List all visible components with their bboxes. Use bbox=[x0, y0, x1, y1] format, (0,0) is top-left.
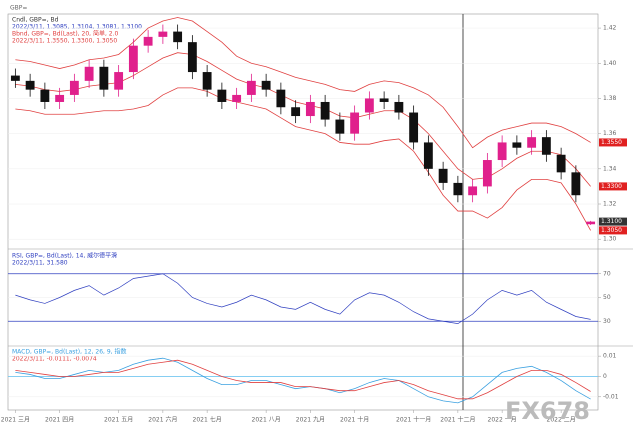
price-marker-label: 1.3300 bbox=[601, 183, 622, 190]
candle-body bbox=[409, 112, 419, 143]
candle-body bbox=[173, 31, 183, 43]
candle-body bbox=[69, 80, 79, 95]
x-tick-label: 2021 七月 bbox=[193, 416, 222, 424]
candle-body bbox=[586, 221, 596, 225]
y-tick-label: 1.36 bbox=[603, 130, 617, 137]
legend-line: 2022/3/11, 31.580 bbox=[12, 260, 68, 267]
x-tick-label: 2021 三月 bbox=[1, 417, 30, 424]
candle-body bbox=[158, 31, 168, 37]
y-tick-label: 1.30 bbox=[603, 236, 617, 243]
candle-body bbox=[541, 137, 551, 155]
price-marker-label: 1.3100 bbox=[601, 218, 622, 225]
x-tick-label: 2022 一月 bbox=[488, 417, 517, 424]
candle-body bbox=[55, 94, 65, 102]
candle-body bbox=[202, 72, 212, 90]
y-tick-label: 30 bbox=[603, 318, 611, 325]
candle-body bbox=[99, 66, 109, 90]
candle-body bbox=[232, 94, 242, 102]
y-tick-label: 1.34 bbox=[603, 165, 617, 172]
candle-body bbox=[379, 98, 389, 102]
y-tick-label: 70 bbox=[603, 270, 611, 277]
x-tick-label: 2021 九月 bbox=[296, 416, 325, 424]
x-tick-label: 2021 八月 bbox=[252, 417, 281, 424]
y-tick-label: 1.40 bbox=[603, 60, 617, 67]
legend-line: 2022/3/11, 1.3550, 1.3300, 1.3050 bbox=[12, 38, 117, 45]
y-tick-label: 1.38 bbox=[603, 95, 617, 102]
legend-line: Bbnd, GBP=, Bd(Last), 20, 简单, 2.0 bbox=[12, 30, 118, 38]
legend-line: MACD, GBP=, Bd(Last), 12, 26, 9, 指数 bbox=[12, 348, 126, 356]
candle-body bbox=[364, 98, 374, 113]
legend-line: RSI, GBP=, Bd(Last), 14, 威尔德平滑 bbox=[12, 252, 117, 260]
x-tick-label: 2021 十月 bbox=[340, 416, 369, 424]
y-tick-label: -0.01 bbox=[603, 393, 619, 400]
candle-body bbox=[335, 119, 345, 134]
candle-body bbox=[453, 182, 463, 196]
candle-body bbox=[571, 172, 581, 196]
band-middle bbox=[15, 52, 591, 187]
legend-line: Cndl, GBP=, Bd bbox=[12, 17, 59, 24]
candle-body bbox=[128, 45, 138, 73]
candle-body bbox=[423, 142, 433, 169]
candle-body bbox=[10, 75, 20, 81]
x-tick-label: 2021 六月 bbox=[148, 416, 177, 424]
candle-body bbox=[143, 36, 153, 46]
macd-line bbox=[15, 359, 591, 400]
candle-body bbox=[438, 168, 448, 183]
candle-body bbox=[114, 72, 124, 90]
candle-body bbox=[350, 112, 360, 134]
price-marker-label: 1.3550 bbox=[601, 139, 622, 146]
candle-body bbox=[527, 137, 537, 148]
candle-body bbox=[84, 66, 94, 81]
candle-body bbox=[512, 142, 522, 148]
candle-body bbox=[468, 186, 478, 196]
candle-body bbox=[497, 142, 507, 161]
x-tick-label: 2021 十一月 bbox=[396, 416, 431, 424]
y-tick-label: 50 bbox=[603, 294, 611, 301]
x-tick-label: 2022 二月 bbox=[547, 417, 576, 424]
candle-body bbox=[556, 154, 566, 173]
rsi-line bbox=[15, 273, 591, 324]
legend-line: 2022/3/11, -0.0111, -0.0074 bbox=[12, 356, 97, 363]
y-tick-label: 1.42 bbox=[603, 25, 617, 32]
candle-body bbox=[320, 101, 330, 120]
candle-body bbox=[276, 89, 286, 108]
y-tick-label: 1.32 bbox=[603, 201, 617, 208]
header: GBP= bbox=[10, 5, 27, 12]
price-marker bbox=[599, 226, 627, 235]
band-lower bbox=[15, 87, 591, 231]
band-upper bbox=[15, 17, 591, 149]
candle-body bbox=[482, 160, 492, 187]
price-marker-label: 1.3050 bbox=[601, 227, 622, 234]
candle-body bbox=[25, 80, 35, 90]
legend-line: 2022/3/11, 1.3085, 1.3104, 1.3081, 1.310… bbox=[12, 24, 142, 31]
candle-body bbox=[40, 89, 50, 102]
price-marker bbox=[599, 138, 627, 147]
x-tick-label: 2021 四月 bbox=[45, 417, 74, 424]
macd-line bbox=[15, 357, 591, 404]
candle-body bbox=[394, 101, 404, 113]
x-tick-label: 2021 五月 bbox=[104, 417, 133, 424]
candle-body bbox=[246, 80, 256, 95]
candle-body bbox=[217, 89, 227, 102]
candle-body bbox=[305, 101, 315, 117]
candle-body bbox=[187, 42, 197, 73]
candle-body bbox=[261, 80, 271, 90]
y-tick-label: 0.01 bbox=[603, 353, 617, 360]
watermark: FX678 bbox=[505, 397, 590, 425]
plot-frame bbox=[7, 13, 599, 411]
price-marker bbox=[599, 182, 627, 191]
y-tick-label: 0 bbox=[603, 373, 607, 380]
candle-body bbox=[291, 107, 301, 117]
price-marker bbox=[599, 217, 627, 226]
x-tick-label: 2021 十二月 bbox=[440, 416, 475, 424]
